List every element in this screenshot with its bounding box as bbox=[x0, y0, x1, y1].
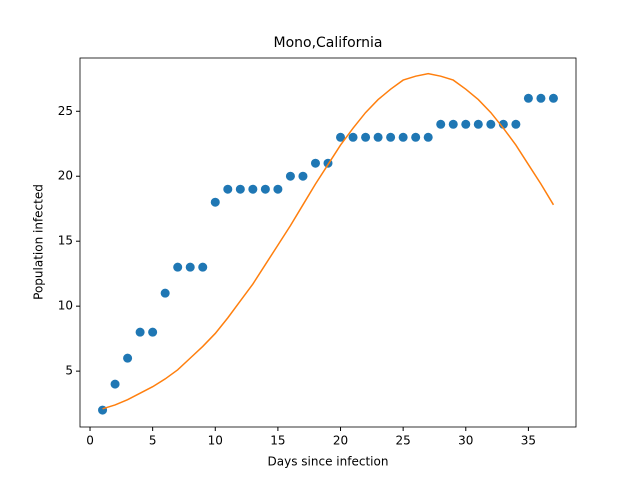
x-tick-label: 15 bbox=[270, 434, 285, 448]
data-point bbox=[486, 119, 496, 129]
data-point bbox=[185, 262, 195, 272]
data-point bbox=[523, 93, 533, 103]
x-tick-label: 5 bbox=[149, 434, 157, 448]
data-point bbox=[248, 184, 258, 194]
x-tick-label: 25 bbox=[396, 434, 411, 448]
y-tick-label: 15 bbox=[58, 234, 73, 248]
data-point bbox=[148, 327, 158, 337]
data-point bbox=[110, 379, 120, 389]
data-point bbox=[336, 132, 346, 142]
x-tick-label: 30 bbox=[458, 434, 473, 448]
data-point bbox=[536, 93, 546, 103]
data-point bbox=[198, 262, 208, 272]
data-point bbox=[285, 171, 295, 181]
x-tick-label: 35 bbox=[521, 434, 536, 448]
y-tick-label: 25 bbox=[58, 104, 73, 118]
data-point bbox=[160, 288, 170, 298]
data-point bbox=[448, 119, 458, 129]
x-tick-label: 0 bbox=[86, 434, 94, 448]
data-point bbox=[548, 93, 558, 103]
data-point bbox=[310, 158, 320, 168]
data-point bbox=[135, 327, 145, 337]
data-point bbox=[386, 132, 396, 142]
data-point bbox=[398, 132, 408, 142]
data-point bbox=[511, 119, 521, 129]
data-point bbox=[260, 184, 270, 194]
y-axis-label: Population infected bbox=[32, 184, 46, 300]
data-point bbox=[123, 353, 133, 363]
x-tick-label: 10 bbox=[208, 434, 223, 448]
data-point bbox=[223, 184, 233, 194]
data-point bbox=[98, 405, 108, 415]
data-point bbox=[348, 132, 358, 142]
data-point bbox=[423, 132, 433, 142]
data-point bbox=[173, 262, 183, 272]
y-tick-label: 20 bbox=[58, 169, 73, 183]
chart-title: Mono,California bbox=[273, 35, 382, 51]
data-point bbox=[473, 119, 483, 129]
plot-frame bbox=[79, 57, 577, 428]
data-point bbox=[273, 184, 283, 194]
data-point bbox=[298, 171, 308, 181]
data-point bbox=[373, 132, 383, 142]
data-point bbox=[461, 119, 471, 129]
y-tick-label: 10 bbox=[58, 299, 73, 313]
x-axis-label: Days since infection bbox=[268, 455, 389, 469]
data-point bbox=[210, 197, 220, 207]
data-point bbox=[361, 132, 371, 142]
y-tick-label: 5 bbox=[65, 364, 73, 378]
data-point bbox=[235, 184, 245, 194]
data-point bbox=[436, 119, 446, 129]
fit-line bbox=[102, 72, 555, 410]
x-tick-label: 20 bbox=[333, 434, 348, 448]
data-point bbox=[411, 132, 421, 142]
